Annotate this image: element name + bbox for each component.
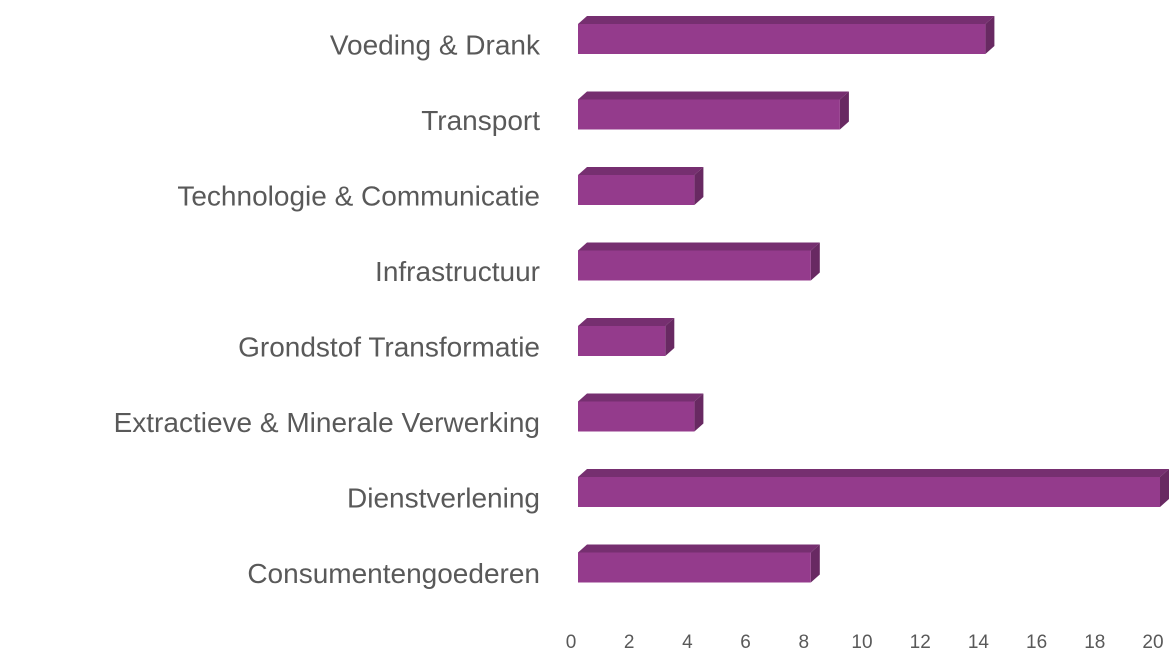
bar xyxy=(578,242,820,281)
x-tick-label: 20 xyxy=(1142,632,1163,653)
bar xyxy=(578,469,1169,507)
y-tick-label: Extractieve & Minerale Verwerking xyxy=(114,407,540,438)
bar-side xyxy=(694,393,704,432)
bar-front xyxy=(578,477,1160,507)
bar-top xyxy=(578,167,704,175)
x-tick-label: 2 xyxy=(624,632,635,653)
bar-side xyxy=(665,318,675,356)
bar-front xyxy=(578,99,840,130)
x-tick-label: 16 xyxy=(1026,632,1047,653)
bar-top xyxy=(578,16,995,24)
y-tick-label: Technologie & Communicatie xyxy=(177,180,540,211)
bar-top xyxy=(578,242,820,251)
bar-side xyxy=(985,16,995,54)
y-tick-label: Grondstof Transformatie xyxy=(238,331,540,362)
bar-side xyxy=(1160,469,1169,507)
x-tick-label: 0 xyxy=(566,632,577,653)
bar-top xyxy=(578,393,704,402)
bar-top xyxy=(578,469,1169,477)
bar-top xyxy=(578,318,675,326)
bar-front xyxy=(578,401,695,432)
x-tick-label: 8 xyxy=(799,632,810,653)
x-tick-label: 10 xyxy=(851,632,872,653)
bar-front xyxy=(578,175,695,205)
x-tick-label: 12 xyxy=(910,632,931,653)
bar xyxy=(578,393,704,432)
x-tick-label: 6 xyxy=(740,632,751,653)
bar-front xyxy=(578,326,666,356)
bar xyxy=(578,544,820,583)
y-tick-label: Consumentengoederen xyxy=(247,558,540,589)
bar-front xyxy=(578,250,811,281)
bar xyxy=(578,318,675,356)
bar xyxy=(578,91,849,130)
y-tick-label: Voeding & Drank xyxy=(330,29,541,60)
x-tick-label: 4 xyxy=(682,632,693,653)
bar-top xyxy=(578,91,849,100)
bar-front xyxy=(578,24,986,54)
y-tick-label: Infrastructuur xyxy=(375,256,540,287)
x-tick-label: 18 xyxy=(1084,632,1105,653)
bar xyxy=(578,16,995,54)
x-tick-label: 14 xyxy=(968,632,990,653)
bar-front xyxy=(578,552,811,583)
y-tick-label: Dienstverlening xyxy=(347,482,540,513)
bar-side xyxy=(810,544,820,583)
bar-side xyxy=(839,91,849,130)
y-tick-label: Transport xyxy=(421,105,540,136)
bar-side xyxy=(810,242,820,281)
bar-top xyxy=(578,544,820,553)
bar-side xyxy=(694,167,704,205)
bar xyxy=(578,167,704,205)
